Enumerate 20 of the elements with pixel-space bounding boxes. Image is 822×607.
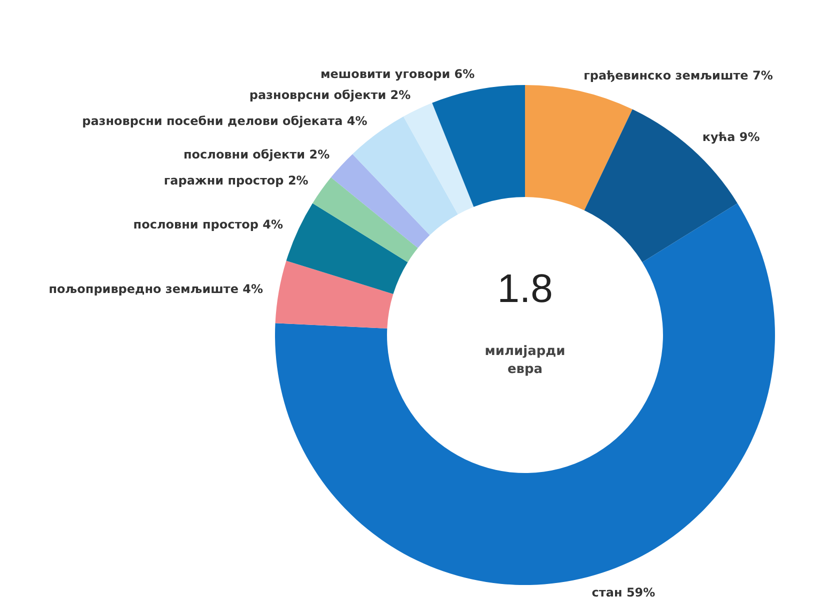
- slice-label: гаражни простор 2%: [164, 174, 308, 188]
- donut-slice: [286, 203, 408, 294]
- slice-label: грађевинско земљиште 7%: [584, 68, 773, 83]
- donut-slice: [330, 154, 430, 248]
- slice-label: пословни објекти 2%: [184, 148, 330, 162]
- slice-label: мешовити уговори 6%: [320, 66, 475, 81]
- donut-slice: [312, 177, 418, 262]
- donut-slice: [525, 85, 632, 210]
- donut-slice: [275, 260, 394, 328]
- donut-slice: [403, 102, 474, 214]
- donut-slice: [584, 109, 738, 262]
- donut-slice: [432, 85, 525, 207]
- text: 1.8: [497, 267, 553, 311]
- slice-label: кућа 9%: [702, 130, 760, 144]
- slice-label: пољопривредно земљиште 4%: [48, 282, 264, 296]
- slice-label: разноврсни посебни делови објеката 4%: [82, 114, 368, 128]
- text: милијарди евра: [484, 344, 566, 377]
- slice-label: стан 59%: [592, 585, 656, 600]
- slice-label: разноврсни објекти 2%: [249, 88, 411, 102]
- slice-label: пословни простор 4%: [133, 218, 284, 232]
